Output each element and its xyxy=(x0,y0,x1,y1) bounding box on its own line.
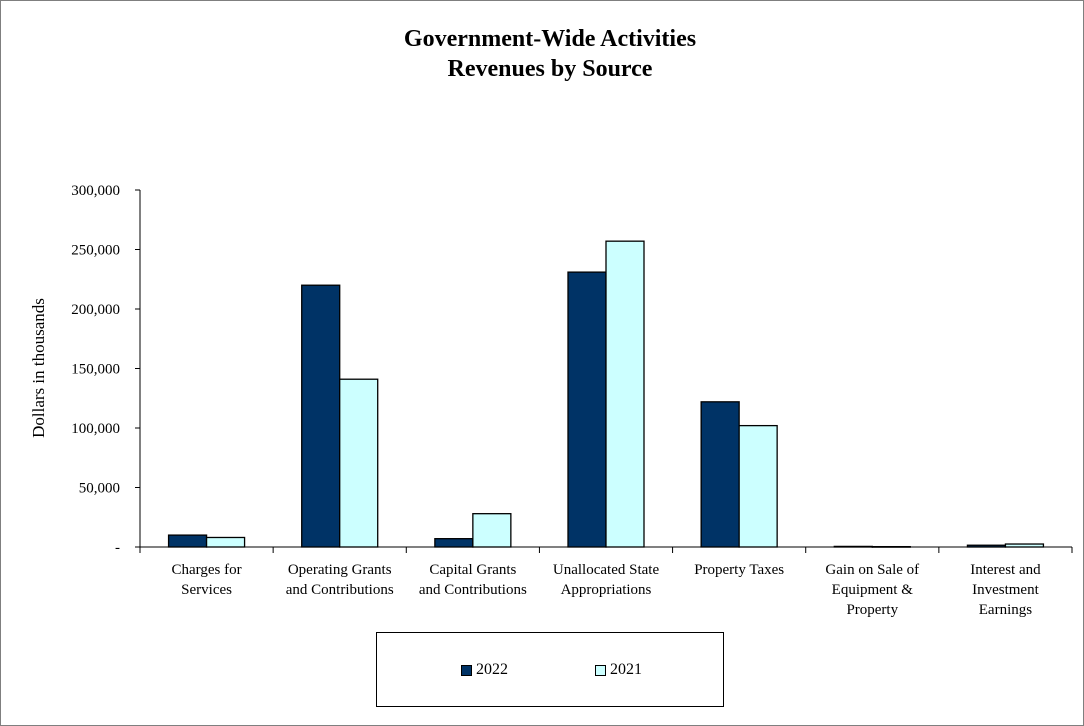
x-category-label: Appropriations xyxy=(561,582,652,598)
bar-2021-0 xyxy=(205,536,246,548)
bar-2021-3 xyxy=(605,240,645,548)
legend-label-2021: 2021 xyxy=(610,661,642,678)
y-tick-label: - xyxy=(115,540,120,556)
bar-2022-2 xyxy=(434,538,474,548)
x-category-label: Earnings xyxy=(979,602,1032,618)
y-tick-label: 100,000 xyxy=(71,421,120,437)
bar-2021-2 xyxy=(472,513,512,548)
x-category-label: Equipment & xyxy=(832,582,914,598)
y-tick-label: 300,000 xyxy=(71,183,120,199)
legend-label-2022: 2022 xyxy=(476,661,508,678)
y-tick-label: 150,000 xyxy=(71,362,120,378)
y-tick-label: 200,000 xyxy=(71,302,120,318)
x-category-label: Operating Grants xyxy=(288,562,392,578)
x-category-label: Investment xyxy=(972,582,1039,598)
bar-2022-0 xyxy=(167,534,208,548)
category-labels: Charges for Services Operating Grants and C… xyxy=(172,562,1042,618)
bar-2021-4 xyxy=(738,424,778,548)
x-category-label: Property Taxes xyxy=(694,562,784,578)
x-category-label: Capital Grants xyxy=(429,562,516,578)
x-category-label: Interest and xyxy=(970,562,1041,578)
bar-2022-5 xyxy=(833,545,873,548)
x-category-label: and Contributions xyxy=(419,582,527,598)
bar-2021-1 xyxy=(339,378,379,548)
x-category-label: Gain on Sale of xyxy=(825,562,919,578)
legend-item-2021: 2021 xyxy=(595,661,642,679)
bar-2022-6 xyxy=(966,544,1007,548)
x-category-label: and Contributions xyxy=(286,582,394,598)
legend: 2022 2021 xyxy=(376,632,724,707)
y-axis: - 50,000 100,000 150,000 200,000 250,000 300,0… xyxy=(71,183,141,556)
y-tick-label: 250,000 xyxy=(71,243,120,259)
chart-title-line-2: Revenues by Source xyxy=(447,56,653,82)
bar-2022-1 xyxy=(301,284,341,548)
chart-title-line-1: Government-Wide Activities xyxy=(403,26,697,52)
bar-2021-6 xyxy=(1004,543,1045,548)
y-tick-label: 50,000 xyxy=(79,481,120,497)
bars xyxy=(167,240,1045,548)
x-category-label: Property xyxy=(846,602,898,618)
bar-2022-3 xyxy=(567,271,607,548)
y-axis-label: Dollars in thousands xyxy=(29,298,48,438)
x-category-label: Charges for xyxy=(172,562,242,578)
chart-title: Government-Wide Activities Revenues by S… xyxy=(0,24,1084,84)
x-category-label: Services xyxy=(181,582,232,598)
legend-swatch-2022 xyxy=(461,664,472,676)
x-category-label: Unallocated State xyxy=(553,562,660,578)
x-axis xyxy=(139,546,1073,553)
bar-2021-5 xyxy=(871,545,911,548)
legend-swatch-2021 xyxy=(595,664,606,676)
bar-2022-4 xyxy=(700,401,740,548)
legend-item-2022: 2022 xyxy=(461,661,508,679)
